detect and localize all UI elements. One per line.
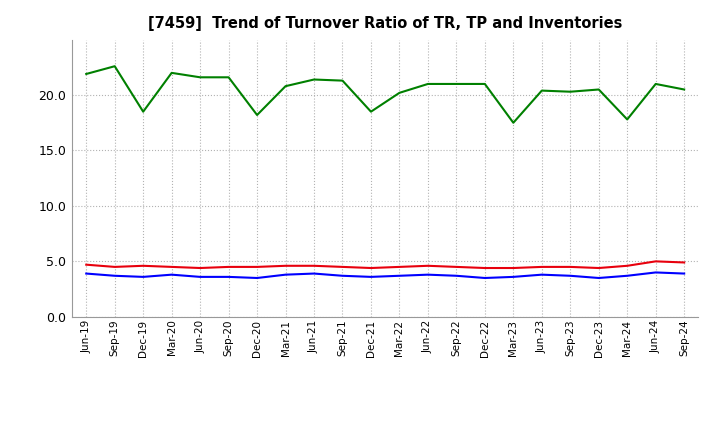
Inventories [452,81,461,87]
Line: Inventories: Inventories [86,66,684,123]
Trade Receivables [423,263,432,268]
Inventories [310,77,318,82]
Trade Payables [225,274,233,279]
Trade Payables [566,273,575,279]
Trade Receivables [566,264,575,270]
Trade Payables [480,275,489,281]
Trade Payables [423,272,432,277]
Trade Receivables [139,263,148,268]
Trade Payables [253,275,261,281]
Inventories [196,75,204,80]
Trade Payables [338,273,347,279]
Trade Receivables [480,265,489,271]
Inventories [595,87,603,92]
Trade Payables [509,274,518,279]
Inventories [480,81,489,87]
Trade Payables [452,273,461,279]
Trade Receivables [225,264,233,270]
Inventories [509,120,518,125]
Trade Payables [282,272,290,277]
Inventories [338,78,347,83]
Title: [7459]  Trend of Turnover Ratio of TR, TP and Inventories: [7459] Trend of Turnover Ratio of TR, TP… [148,16,622,32]
Trade Receivables [537,264,546,270]
Trade Payables [652,270,660,275]
Trade Payables [537,272,546,277]
Trade Payables [366,274,375,279]
Inventories [652,81,660,87]
Inventories [623,117,631,122]
Trade Receivables [680,260,688,265]
Inventories [139,109,148,114]
Inventories [537,88,546,93]
Trade Payables [167,272,176,277]
Trade Receivables [82,262,91,268]
Trade Receivables [310,263,318,268]
Trade Payables [196,274,204,279]
Trade Receivables [196,265,204,271]
Line: Trade Receivables: Trade Receivables [86,261,684,268]
Trade Receivables [452,264,461,270]
Line: Trade Payables: Trade Payables [86,272,684,278]
Trade Receivables [253,264,261,270]
Trade Payables [110,273,119,279]
Inventories [282,84,290,89]
Trade Receivables [110,264,119,270]
Trade Receivables [595,265,603,271]
Trade Payables [82,271,91,276]
Trade Payables [595,275,603,281]
Trade Receivables [623,263,631,268]
Trade Receivables [338,264,347,270]
Trade Payables [139,274,148,279]
Inventories [566,89,575,94]
Trade Payables [310,271,318,276]
Inventories [110,63,119,69]
Inventories [167,70,176,76]
Inventories [680,87,688,92]
Inventories [423,81,432,87]
Inventories [395,90,404,95]
Trade Payables [395,273,404,279]
Inventories [225,75,233,80]
Trade Receivables [167,264,176,270]
Trade Payables [623,273,631,279]
Trade Payables [680,271,688,276]
Trade Receivables [652,259,660,264]
Inventories [366,109,375,114]
Trade Receivables [282,263,290,268]
Inventories [82,71,91,77]
Trade Receivables [509,265,518,271]
Trade Receivables [366,265,375,271]
Inventories [253,112,261,117]
Trade Receivables [395,264,404,270]
